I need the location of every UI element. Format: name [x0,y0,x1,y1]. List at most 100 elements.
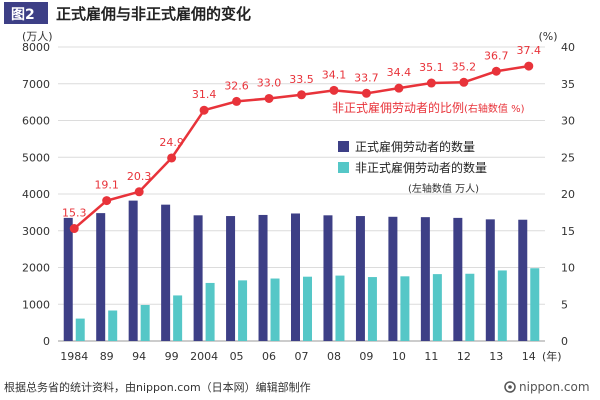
x-tick-label: 09 [359,350,373,363]
figure-label: 图2 [11,7,35,23]
right-tick-label: 25 [561,151,575,164]
bar-regular [485,219,495,341]
bar-regular [258,214,268,341]
legend: 正式雇佣劳动者的数量 非正式雇佣劳动者的数量 (左轴数值 万人) [338,139,487,195]
right-axis-ticks: 0 5 10 15 20 25 30 35 40 [561,41,575,348]
bar-regular [193,215,203,341]
ratio-data-label: 36.7 [484,49,509,62]
ratio-point [264,93,274,103]
left-tick-label: 1000 [22,298,50,311]
left-tick-label: 4000 [22,188,50,201]
x-tick-label: 2004 [190,350,218,363]
bar-regular [518,219,528,341]
left-tick-label: 8000 [22,41,50,54]
legend-swatch-regular [338,141,349,152]
bar-regular [388,216,398,341]
bar-irregular [497,270,507,341]
x-tick-label: 1984 [60,350,88,363]
brand-text: nippon.com [519,380,590,394]
ratio-data-label: 15.3 [62,207,87,220]
ratio-point [297,90,306,100]
bar-regular [323,215,333,341]
right-tick-label: 20 [561,188,575,201]
ratio-data-label: 34.4 [387,66,412,79]
legend-swatch-irregular [338,162,349,173]
bar-irregular [75,318,85,341]
legend-label-irregular: 非正式雇佣劳动者的数量 [355,160,487,175]
x-tick-label: 14 [522,350,536,363]
ratio-data-label: 35.2 [452,60,477,73]
x-tick-label: 89 [100,350,114,363]
left-tick-label: 3000 [22,225,50,238]
left-axis-ticks: 0 1000 2000 3000 4000 5000 6000 7000 8000 [22,41,50,348]
bar-irregular [173,295,183,341]
ratio-point [69,224,79,234]
ratio-data-label: 19.1 [94,179,119,192]
x-tick-label: 99 [165,350,179,363]
left-tick-label: 2000 [22,262,50,275]
bar-regular [291,213,300,341]
bar-regular [355,216,365,341]
bar-regular [128,200,138,341]
ratio-data-label: 35.1 [419,61,444,74]
left-tick-label: 5000 [22,151,50,164]
bar-irregular [465,273,475,341]
bar-irregular [367,277,377,341]
bar-regular [226,216,236,341]
bar-irregular [270,278,280,341]
right-tick-label: 0 [561,335,568,348]
x-tick-label: 08 [327,350,341,363]
ratio-point [426,78,436,88]
bar-regular [420,217,430,341]
ratio-data-label: 31.4 [192,88,217,101]
ratio-data-label: 37.4 [517,44,542,57]
figure-badge [4,2,48,24]
ratio-data-label: 34.1 [322,68,347,81]
ratio-point [524,61,534,71]
ratio-point [361,88,371,98]
ratio-point [102,196,112,206]
left-tick-label: 6000 [22,115,50,128]
ratio-data-label: 33.0 [257,76,282,89]
right-tick-label: 10 [561,262,575,275]
chart-title: 正式雇佣与非正式雇佣的变化 [56,5,251,23]
bar-regular [453,217,463,341]
line-series-label: 非正式雇佣劳动者的比例(右轴数值 %) [332,100,525,115]
ratio-point [459,77,469,87]
ratio-point [199,105,209,115]
x-axis-ticks: 1984 89 94 99 2004 05 06 07 08 09 10 11 12 13 14 [60,350,536,363]
ratio-data-label: 20.3 [127,170,152,183]
bar-irregular [205,282,215,341]
bar-regular [96,213,106,341]
bar-irregular [432,274,442,341]
left-tick-label: 7000 [22,78,50,91]
left-axis-unit: (万人) [22,30,53,43]
legend-label-regular: 正式雇佣劳动者的数量 [355,139,475,154]
right-tick-label: 5 [561,298,568,311]
right-axis-unit: (%) [538,30,557,43]
x-axis-unit: (年) [542,349,562,363]
x-tick-label: 10 [392,350,406,363]
right-tick-label: 30 [561,115,575,128]
bar-irregular [303,276,312,341]
bar-regular [161,204,171,341]
right-tick-label: 40 [561,41,575,54]
brand-logo: nippon.com [504,380,590,394]
ratio-point [134,187,144,197]
x-tick-label: 12 [457,350,471,363]
ratio-data-label: 33.5 [289,73,314,86]
x-tick-label: 94 [132,350,146,363]
ratio-point [329,85,339,95]
bar-irregular [335,275,345,341]
right-tick-label: 15 [561,225,575,238]
bar-irregular [238,280,248,341]
bars [63,200,540,341]
left-tick-label: 0 [43,335,50,348]
x-tick-label: 07 [295,350,309,363]
ratio-point [491,66,501,76]
ratio-line: 15.3 19.1 20.3 24.9 31.4 32.6 33.0 33.5 34.1 33.7… [62,44,542,234]
bar-irregular [400,276,410,341]
x-tick-label: 06 [262,350,276,363]
source-note: 根据总务省的统计资料，由nippon.com（日本网）编辑部制作 [4,380,311,394]
